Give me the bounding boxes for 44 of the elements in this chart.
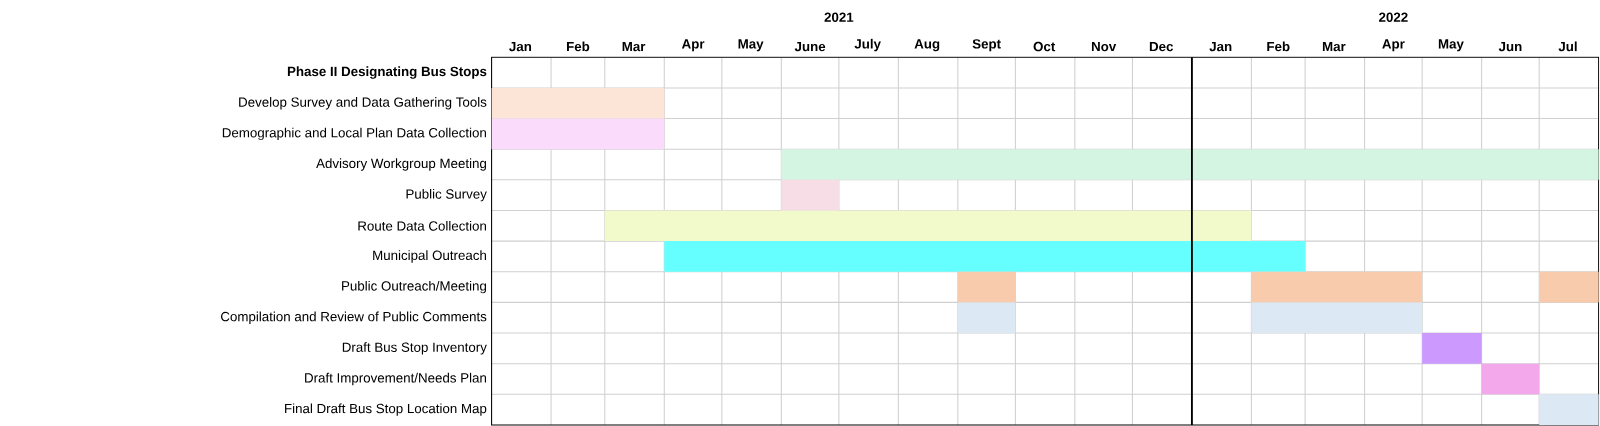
y-tick-label: Public Outreach/Meeting bbox=[342, 280, 487, 294]
x2-tick-label: 2022 bbox=[1379, 12, 1408, 22]
y-tick-label: Final Draft Bus Stop Location Map bbox=[285, 403, 487, 416]
y-tick-label: Compilation and Review of Public Comments bbox=[221, 311, 487, 324]
bar bbox=[1481, 363, 1540, 395]
x-tick-label: Apr bbox=[1382, 39, 1405, 52]
x-tick-label: Nov bbox=[1091, 41, 1117, 52]
x-tick-label: Dec bbox=[1149, 41, 1174, 52]
x-tick-label: Jan bbox=[1209, 41, 1232, 52]
bar bbox=[664, 240, 1306, 272]
bar bbox=[604, 210, 1252, 241]
bar bbox=[491, 87, 665, 119]
x-tick-label: June bbox=[794, 41, 826, 52]
bar bbox=[957, 302, 1016, 333]
y-tick-label: Advisory Workgroup Meeting bbox=[316, 158, 487, 171]
x-tick-label: July bbox=[854, 38, 881, 52]
bar bbox=[781, 149, 1599, 180]
x-tick-label: Jan bbox=[509, 41, 532, 52]
x-tick-label: Mar bbox=[622, 41, 646, 52]
x-tick-label: Feb bbox=[566, 41, 590, 52]
x-tick-label: May bbox=[1438, 39, 1464, 52]
x-tick-label: Mar bbox=[1322, 41, 1346, 52]
x-tick-label: Sept bbox=[972, 39, 1001, 52]
bar bbox=[1539, 394, 1599, 425]
bar bbox=[491, 118, 665, 150]
x2-tick-label: 2021 bbox=[824, 12, 854, 22]
y-tick-label: Draft Improvement/Needs Plan bbox=[305, 372, 486, 386]
y-tick-label: Route Data Collection bbox=[358, 220, 486, 231]
x-tick-label: Apr bbox=[681, 39, 705, 52]
x-tick-label: Jun bbox=[1498, 41, 1522, 52]
x-tick-label: Jul bbox=[1558, 41, 1577, 52]
y-tick-label: Public Survey bbox=[406, 188, 487, 202]
y-tick-label: Phase II Designating Bus Stops bbox=[287, 66, 487, 79]
x-tick-label: Oct bbox=[1033, 41, 1056, 52]
y-tick-label: Demographic and Local Plan Data Collection bbox=[222, 127, 486, 140]
y-tick-label: Develop Survey and Data Gathering Tools bbox=[239, 96, 487, 110]
bar bbox=[1539, 271, 1599, 303]
bar bbox=[1422, 332, 1482, 364]
x-tick-label: Feb bbox=[1267, 41, 1290, 52]
y-tick-label: Draft Bus Stop Inventory bbox=[342, 342, 487, 355]
bar bbox=[781, 179, 839, 211]
y-tick-label: Municipal Outreach bbox=[373, 250, 486, 263]
x-tick-label: May bbox=[738, 39, 764, 52]
x-tick-label: Aug bbox=[914, 39, 940, 52]
